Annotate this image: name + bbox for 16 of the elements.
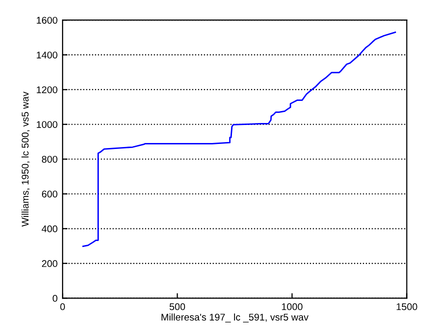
y-tick-label: 600 [42,190,58,198]
y-tick-label: 0 [52,294,58,302]
y-tick-label: 1400 [36,52,58,58]
y-axis-title: Williams, 1950, lc 500, vs5 wav [21,92,30,227]
x-tick-label: 1500 [396,303,418,310]
x-tick-label: 1000 [282,303,302,310]
x-tick-label: 0 [60,303,65,310]
y-tick-label: 400 [42,225,58,232]
y-tick-label: 1200 [36,86,58,94]
x-axis-title: Milleresa's 197_ lc _591, vsr5 wav [162,313,309,322]
y-tick-label: 800 [42,156,58,163]
y-tick-label: 200 [42,260,58,268]
x-tick-label: 500 [170,303,186,310]
y-tick-label: 1600 [36,16,58,24]
line-series [82,32,396,248]
y-tick-label: 1000 [36,121,58,128]
